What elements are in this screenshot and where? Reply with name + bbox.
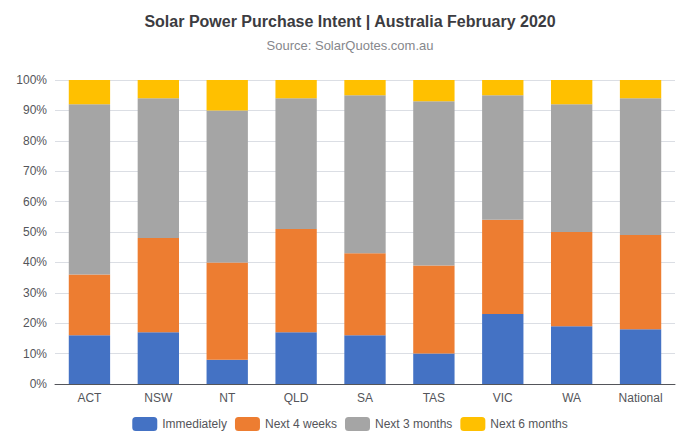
svg-text:Next 4 weeks: Next 4 weeks [265,417,337,431]
svg-text:VIC: VIC [493,391,513,405]
svg-text:20%: 20% [23,316,47,330]
svg-text:0%: 0% [30,377,48,391]
svg-text:TAS: TAS [423,391,445,405]
svg-text:QLD: QLD [284,391,309,405]
svg-text:Immediately: Immediately [162,417,227,431]
svg-text:40%: 40% [23,255,47,269]
svg-text:WA: WA [562,391,581,405]
svg-text:60%: 60% [23,195,47,209]
svg-text:90%: 90% [23,103,47,117]
svg-text:NT: NT [219,391,236,405]
svg-text:50%: 50% [23,225,47,239]
svg-text:Next 3 months: Next 3 months [375,417,452,431]
svg-text:Next 6 months: Next 6 months [490,417,567,431]
svg-text:National: National [619,391,663,405]
svg-text:NSW: NSW [144,391,173,405]
svg-text:70%: 70% [23,164,47,178]
svg-text:Source: SolarQuotes.com.au: Source: SolarQuotes.com.au [267,38,434,53]
svg-text:ACT: ACT [77,391,102,405]
svg-text:10%: 10% [23,347,47,361]
svg-text:SA: SA [357,391,373,405]
svg-text:100%: 100% [16,73,47,87]
svg-text:Solar Power Purchase Intent |: Solar Power Purchase Intent | Australia … [144,13,555,30]
svg-text:30%: 30% [23,286,47,300]
svg-text:80%: 80% [23,134,47,148]
